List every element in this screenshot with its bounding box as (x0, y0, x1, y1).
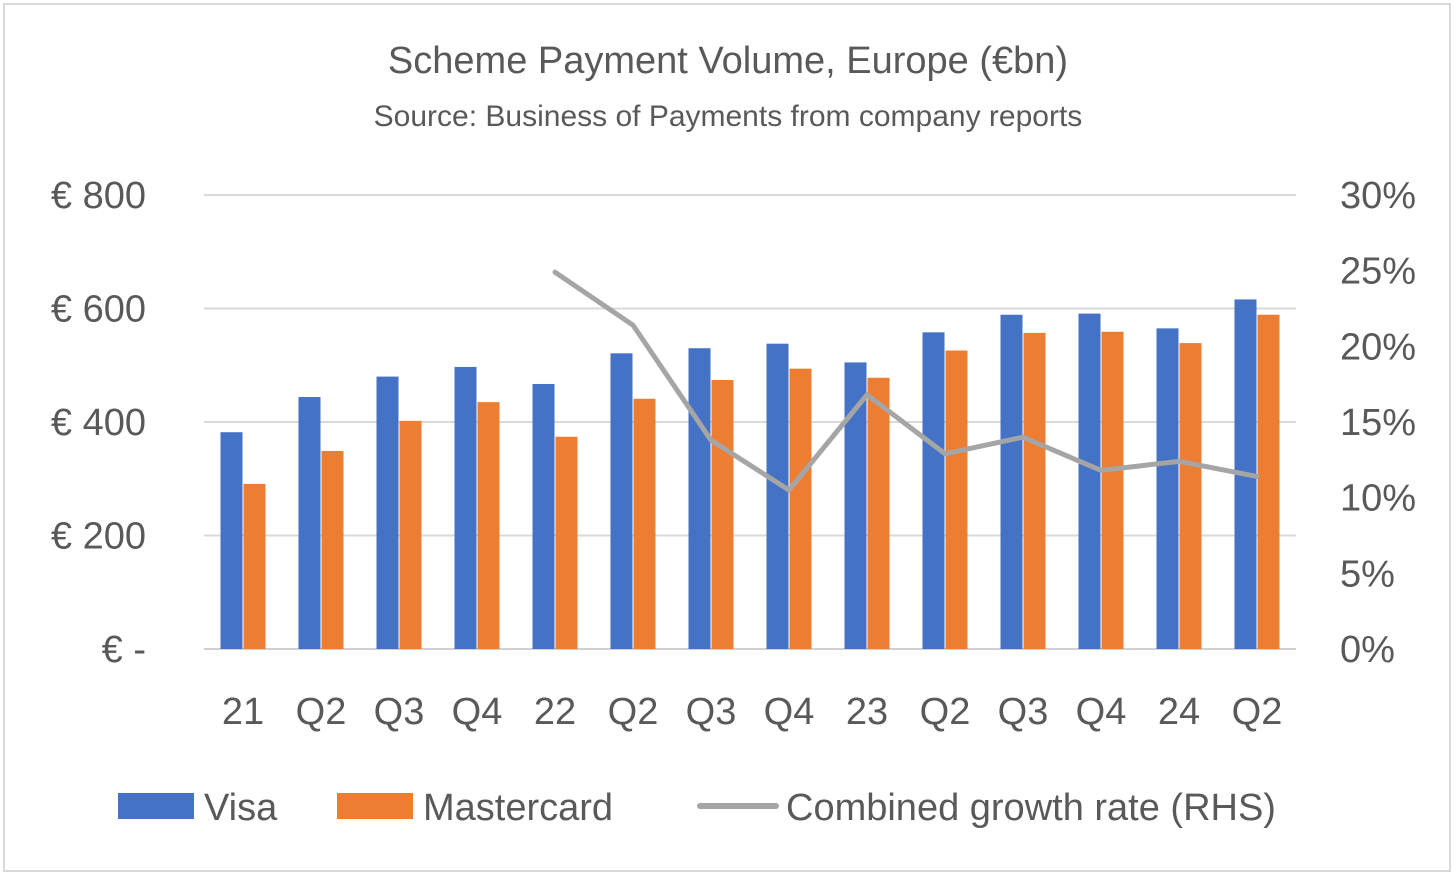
mastercard-bar (477, 402, 500, 649)
mastercard-bar (243, 483, 266, 649)
visa-bar (454, 366, 477, 649)
x-tick-label: 22 (534, 691, 576, 733)
mastercard-bar (633, 398, 656, 649)
visa-bar (376, 376, 399, 649)
visa-bar (922, 332, 945, 649)
visa-bar (298, 397, 321, 649)
x-tick-label: Q4 (764, 691, 815, 733)
mastercard-bar (1179, 343, 1202, 649)
gridlines (204, 194, 1296, 650)
legend-growth-rate: Combined growth rate (RHS) (697, 787, 1276, 829)
right-tick-label: 20% (1340, 326, 1416, 368)
x-tick-label: Q3 (686, 691, 737, 733)
legend-mastercard-swatch (337, 793, 413, 819)
visa-bar (844, 362, 867, 649)
left-tick-label: € 200 (51, 516, 146, 558)
x-tick-label: Q3 (998, 691, 1049, 733)
visa-bar (532, 383, 555, 649)
mastercard-bar (399, 420, 422, 649)
mastercard-bar (321, 450, 344, 649)
right-tick-label: 15% (1340, 402, 1416, 444)
mastercard-bar (1101, 331, 1124, 649)
legend-mastercard: Mastercard (337, 787, 613, 829)
x-tick-label: 23 (846, 691, 888, 733)
visa-bar (610, 353, 633, 649)
x-tick-label: Q2 (296, 691, 347, 733)
visa-bar (766, 343, 789, 649)
legend-visa: Visa (118, 787, 278, 829)
mastercard-bar (711, 380, 734, 649)
x-tick-label: Q2 (920, 691, 971, 733)
visa-bar (1156, 328, 1179, 649)
chart-title: Scheme Payment Volume, Europe (€bn) (387, 40, 1069, 82)
left-tick-label: € - (102, 629, 146, 671)
mastercard-bar (555, 436, 578, 649)
left-tick-label: € 800 (51, 175, 146, 217)
x-tick-label: Q4 (452, 691, 503, 733)
visa-bar (688, 348, 711, 649)
left-tick-label: € 600 (51, 289, 146, 331)
mastercard-bar (1023, 332, 1046, 649)
growth-line (552, 269, 1260, 493)
x-axis-ticks: 21 Q2 Q3 Q4 22 Q2 Q3 Q4 23 Q2 Q3 Q4 24 Q2 (222, 691, 1282, 733)
x-tick-label: Q3 (374, 691, 425, 733)
bars (220, 299, 1280, 649)
right-tick-label: 30% (1340, 175, 1416, 217)
mastercard-bar (867, 377, 890, 649)
mastercard-bar (1257, 314, 1280, 649)
right-tick-label: 5% (1340, 553, 1395, 595)
visa-bar (1078, 313, 1101, 649)
visa-bar (1000, 314, 1023, 649)
x-tick-label: 21 (222, 691, 264, 733)
legend-visa-label: Visa (204, 787, 278, 829)
legend: Visa Mastercard Combined growth rate (RHS) (118, 787, 1276, 829)
left-axis-ticks: € - € 200 € 400 € 600 € 800 (51, 175, 146, 671)
legend-mastercard-label: Mastercard (423, 787, 613, 829)
chart-subtitle: Source: Business of Payments from compan… (373, 100, 1083, 133)
legend-visa-swatch (118, 793, 194, 819)
legend-growth-rate-label: Combined growth rate (RHS) (786, 787, 1276, 829)
x-tick-label: Q2 (1232, 691, 1283, 733)
left-tick-label: € 400 (51, 402, 146, 444)
x-tick-label: 24 (1158, 691, 1200, 733)
growth-rate-line (552, 269, 1260, 493)
right-tick-label: 0% (1340, 629, 1395, 671)
x-tick-label: Q4 (1076, 691, 1127, 733)
x-tick-label: Q2 (608, 691, 659, 733)
mastercard-bar (945, 350, 968, 649)
right-tick-label: 10% (1340, 478, 1416, 520)
visa-bar (220, 432, 243, 649)
right-tick-label: 25% (1340, 251, 1416, 293)
mastercard-bar (789, 368, 812, 649)
right-axis-ticks: 0% 5% 10% 15% 20% 25% 30% (1340, 175, 1416, 671)
